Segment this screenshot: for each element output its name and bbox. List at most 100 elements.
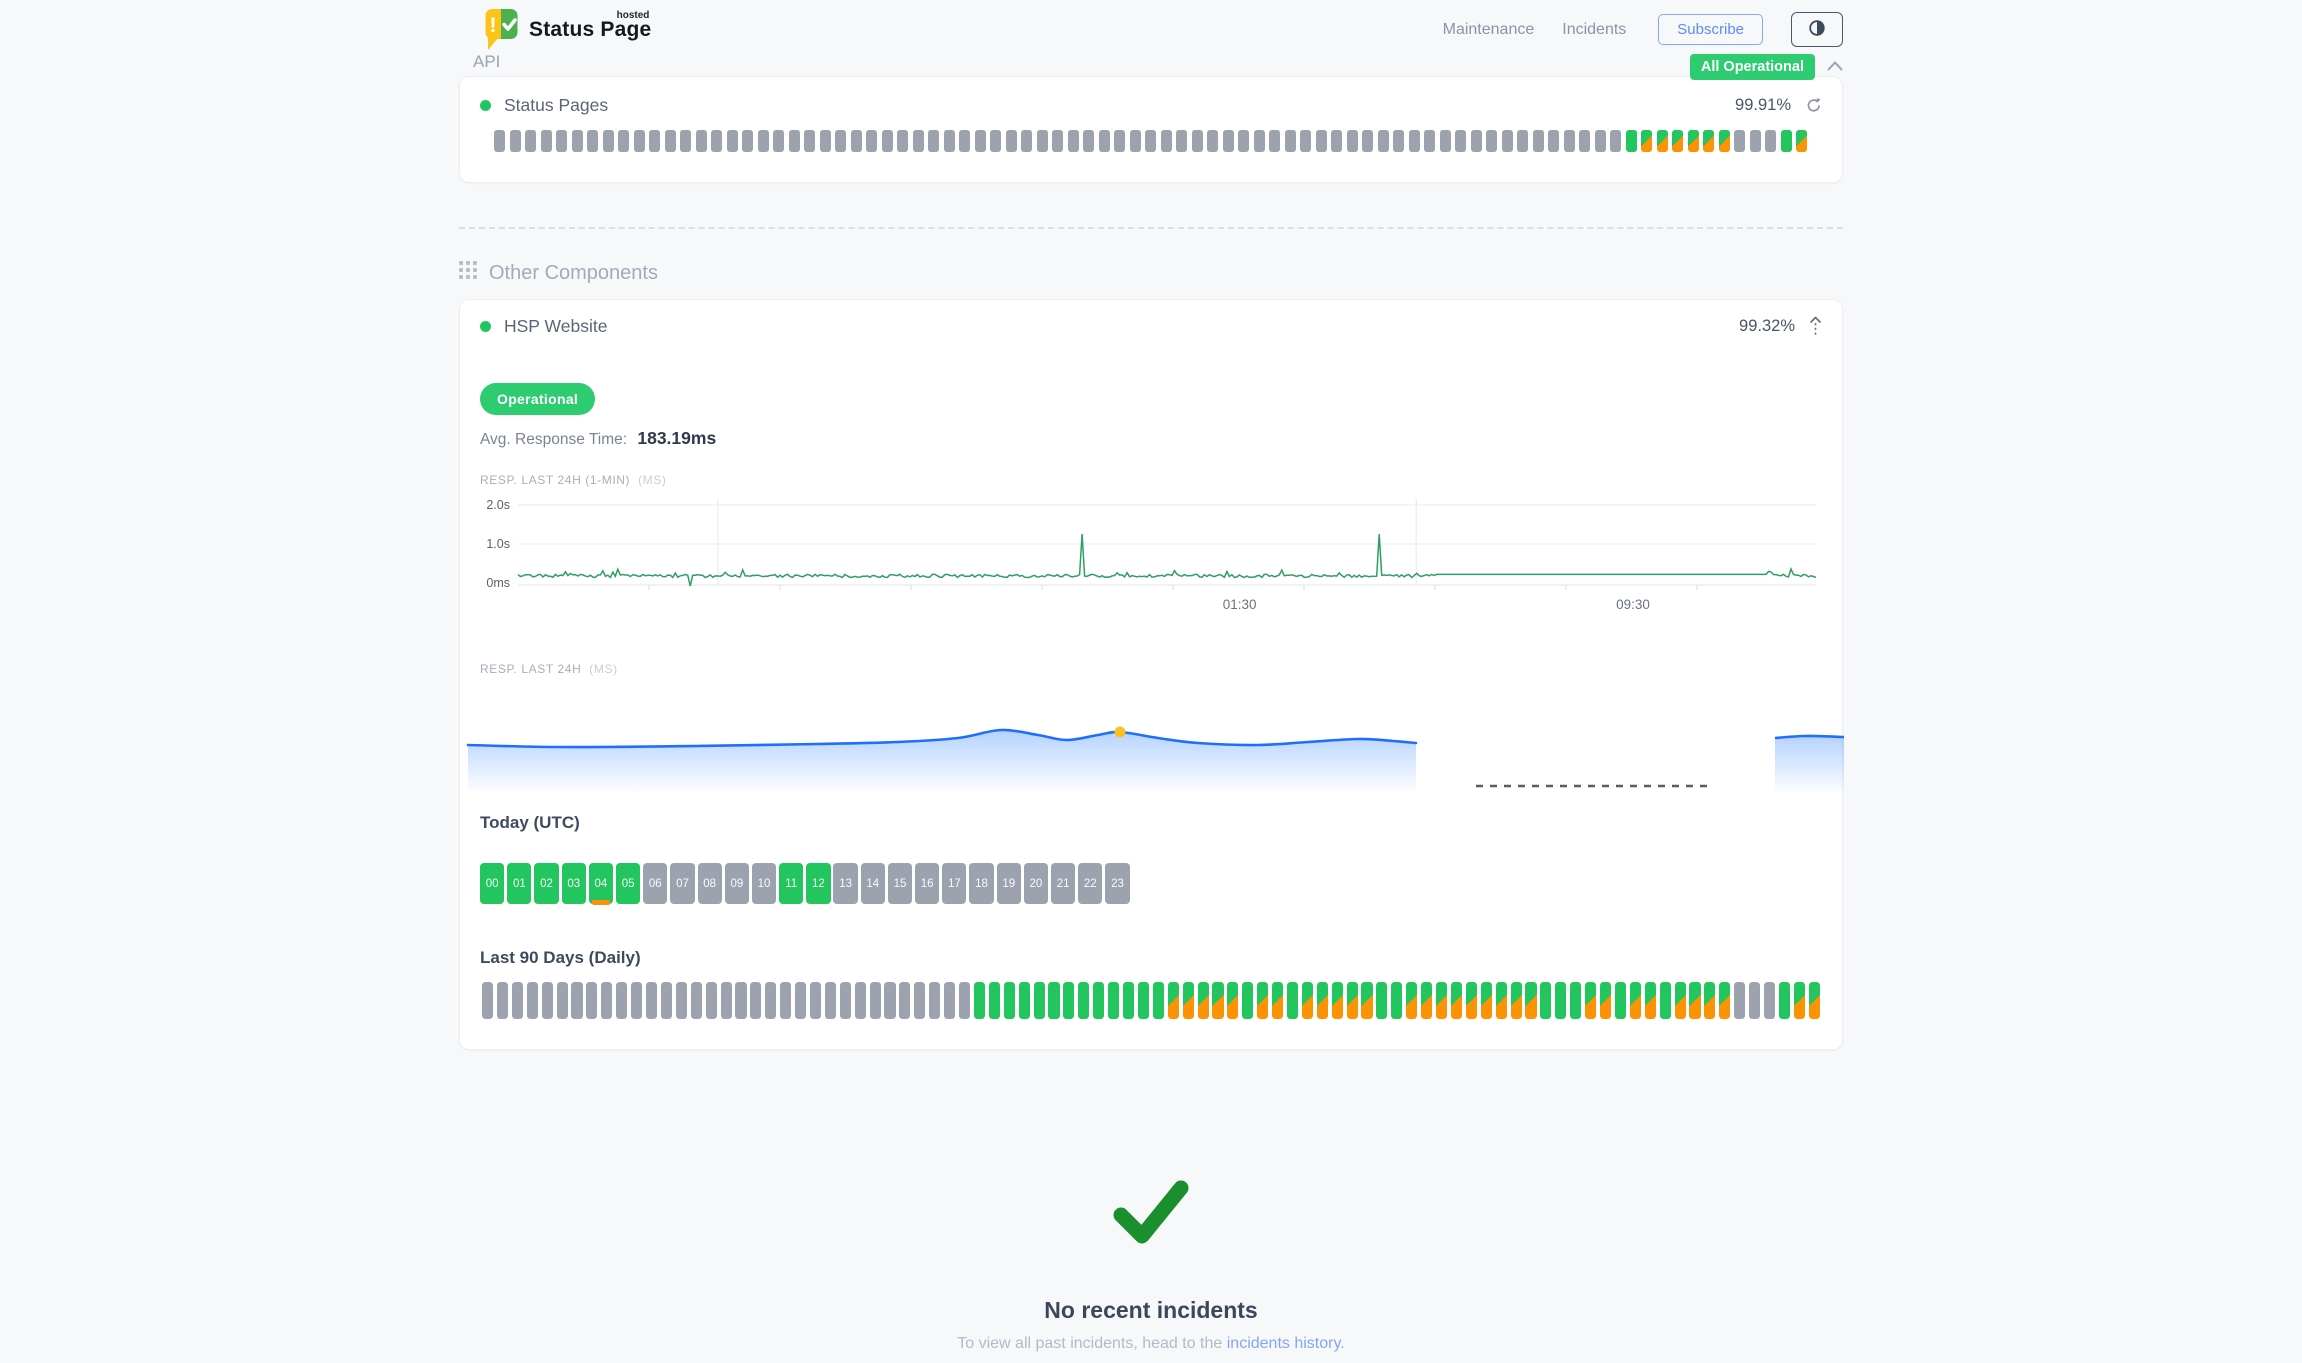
day-bar[interactable] bbox=[1376, 982, 1388, 1019]
day-bar[interactable] bbox=[571, 982, 583, 1019]
uptime-bar[interactable] bbox=[1687, 130, 1699, 152]
uptime-bar[interactable] bbox=[1563, 130, 1575, 152]
day-bar[interactable] bbox=[1763, 982, 1776, 1019]
uptime-bar[interactable] bbox=[1517, 130, 1528, 152]
day-bar[interactable] bbox=[1808, 982, 1820, 1019]
uptime-bar[interactable] bbox=[1284, 130, 1296, 152]
day-bar[interactable] bbox=[1122, 982, 1135, 1019]
day-bar[interactable] bbox=[1033, 982, 1045, 1019]
uptime-bar[interactable] bbox=[633, 130, 645, 152]
hour-cell-06[interactable]: 06 bbox=[643, 863, 668, 904]
day-bar[interactable] bbox=[1078, 982, 1090, 1019]
day-bar[interactable] bbox=[1197, 982, 1209, 1019]
day-bar[interactable] bbox=[929, 982, 941, 1019]
response-chart-24h-1min[interactable]: 2.0s 1.0s 0ms 01:30 09:30 bbox=[480, 493, 1822, 626]
uptime-bar[interactable] bbox=[1501, 130, 1513, 152]
day-bar[interactable] bbox=[496, 982, 508, 1019]
uptime-bar[interactable] bbox=[742, 130, 753, 152]
uptime-bar[interactable] bbox=[757, 130, 769, 152]
uptime-bar[interactable] bbox=[1579, 130, 1590, 152]
incidents-history-link[interactable]: incidents history. bbox=[1226, 1335, 1345, 1352]
day-bar[interactable] bbox=[1152, 982, 1164, 1019]
hour-cell-07[interactable]: 07 bbox=[670, 863, 695, 904]
day-bar[interactable] bbox=[1421, 982, 1433, 1019]
uptime-bar[interactable] bbox=[1424, 130, 1435, 152]
theme-toggle-button[interactable] bbox=[1791, 12, 1843, 47]
day-bar[interactable] bbox=[765, 982, 777, 1019]
uptime-bar[interactable] bbox=[649, 130, 660, 152]
uptime-bar[interactable] bbox=[1129, 130, 1141, 152]
hour-cell-22[interactable]: 22 bbox=[1078, 863, 1103, 904]
hour-cell-11[interactable]: 11 bbox=[779, 863, 804, 904]
chevron-up-icon[interactable] bbox=[1827, 58, 1843, 76]
uptime-bar[interactable] bbox=[1253, 130, 1265, 152]
day-bar[interactable] bbox=[690, 982, 702, 1019]
uptime-bar[interactable] bbox=[788, 130, 800, 152]
uptime-bar[interactable] bbox=[1734, 130, 1745, 152]
day-bar[interactable] bbox=[1749, 982, 1761, 1019]
uptime-bar[interactable] bbox=[819, 130, 831, 152]
day-bar[interactable] bbox=[1182, 982, 1194, 1019]
uptime-bar[interactable] bbox=[1052, 130, 1063, 152]
uptime-bar[interactable] bbox=[804, 130, 815, 152]
uptime-bar[interactable] bbox=[1176, 130, 1187, 152]
day-bar[interactable] bbox=[675, 982, 687, 1019]
hour-cell-19[interactable]: 19 bbox=[996, 863, 1021, 904]
hour-cell-20[interactable]: 20 bbox=[1023, 863, 1049, 904]
day-bar[interactable] bbox=[586, 982, 598, 1019]
scroll-top-icon[interactable] bbox=[1809, 316, 1822, 337]
hour-cell-12[interactable]: 12 bbox=[806, 863, 831, 904]
uptime-bar[interactable] bbox=[1749, 130, 1761, 152]
day-bar[interactable] bbox=[1227, 982, 1239, 1019]
day-bar[interactable] bbox=[511, 982, 523, 1019]
uptime-bar[interactable] bbox=[509, 130, 521, 152]
day-bar[interactable] bbox=[869, 982, 881, 1019]
hour-cell-10[interactable]: 10 bbox=[751, 863, 777, 904]
day-bar[interactable] bbox=[1167, 982, 1179, 1019]
refresh-icon[interactable] bbox=[1805, 97, 1822, 114]
day-bar[interactable] bbox=[1719, 982, 1731, 1019]
day-bar[interactable] bbox=[735, 982, 747, 1019]
day-bar[interactable] bbox=[660, 982, 672, 1019]
uptime-bar[interactable] bbox=[1191, 130, 1203, 152]
hour-cell-21[interactable]: 21 bbox=[1050, 863, 1076, 904]
uptime-bar[interactable] bbox=[1455, 130, 1466, 152]
day-bar[interactable] bbox=[824, 982, 836, 1019]
uptime-bar[interactable] bbox=[1238, 130, 1249, 152]
uptime-bar[interactable] bbox=[680, 130, 691, 152]
uptime-bar[interactable] bbox=[1222, 130, 1234, 152]
hour-cell-04[interactable]: 04 bbox=[588, 863, 614, 905]
day-bar[interactable] bbox=[750, 982, 762, 1019]
day-bar[interactable] bbox=[1346, 982, 1358, 1019]
uptime-bar[interactable] bbox=[1036, 130, 1048, 152]
uptime-bar[interactable] bbox=[1610, 130, 1621, 152]
day-bar[interactable] bbox=[1272, 982, 1284, 1019]
uptime-bar[interactable] bbox=[587, 130, 598, 152]
day-bar[interactable] bbox=[616, 982, 628, 1019]
nav-incidents[interactable]: Incidents bbox=[1562, 20, 1627, 38]
day-bar[interactable] bbox=[1480, 982, 1492, 1019]
day-bar[interactable] bbox=[1585, 982, 1597, 1019]
uptime-bar[interactable] bbox=[897, 130, 908, 152]
overall-status[interactable]: All Operational bbox=[1689, 54, 1843, 80]
hour-cell-09[interactable]: 09 bbox=[724, 863, 749, 904]
uptime-bar[interactable] bbox=[1160, 130, 1172, 152]
uptime-bar[interactable] bbox=[943, 130, 955, 152]
day-bar[interactable] bbox=[1674, 982, 1686, 1019]
day-bar[interactable] bbox=[1510, 982, 1522, 1019]
hour-cell-01[interactable]: 01 bbox=[507, 863, 532, 904]
uptime-bar[interactable] bbox=[494, 130, 505, 152]
day-bar[interactable] bbox=[1644, 982, 1656, 1019]
uptime-bar[interactable] bbox=[1067, 130, 1079, 152]
day-bar[interactable] bbox=[839, 982, 851, 1019]
uptime-bar[interactable] bbox=[1145, 130, 1156, 152]
hour-cell-00[interactable]: 00 bbox=[480, 863, 505, 904]
day-bar[interactable] bbox=[645, 982, 658, 1019]
uptime-bar[interactable] bbox=[1486, 130, 1497, 152]
day-bar[interactable] bbox=[809, 982, 822, 1019]
uptime-bar[interactable] bbox=[1672, 130, 1683, 152]
uptime-bar[interactable] bbox=[866, 130, 877, 152]
day-bar[interactable] bbox=[1540, 982, 1552, 1019]
day-bar[interactable] bbox=[1704, 982, 1716, 1019]
uptime-bar[interactable] bbox=[1300, 130, 1311, 152]
